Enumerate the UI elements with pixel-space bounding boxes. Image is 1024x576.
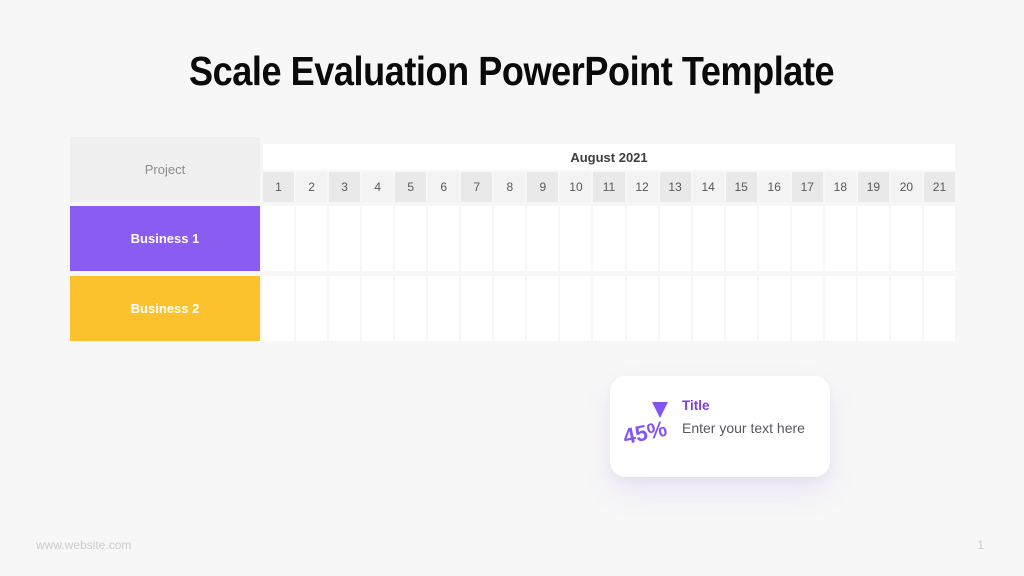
page-title-text: Scale Evaluation PowerPoint Template [189, 48, 835, 94]
gantt-cell [626, 276, 658, 341]
day-header-cell: 18 [824, 172, 856, 202]
row-label[interactable]: Business 2 [70, 276, 260, 341]
gantt-cell [692, 206, 724, 271]
website-link[interactable]: www.website.com [36, 538, 132, 552]
gantt-cell [329, 206, 361, 271]
day-header-cell: 2 [296, 172, 328, 202]
gantt-cell [494, 276, 526, 341]
page-title: Scale Evaluation PowerPoint Template [0, 48, 1024, 95]
day-header-cell: 1 [263, 172, 295, 202]
gantt-header-row: Project August 2021 1 2 3 4 5 6 7 8 9 10 11 12 13 14 1… [70, 137, 955, 202]
row-cells [263, 276, 955, 341]
gantt-cell [527, 276, 559, 341]
gantt-cell [890, 276, 922, 341]
gantt-cell [395, 206, 427, 271]
day-header-cell: 4 [362, 172, 394, 202]
card-description-placeholder[interactable]: Enter your text here [682, 420, 805, 436]
gantt-cell [395, 276, 427, 341]
table-row: Business 2 [70, 276, 955, 341]
gantt-cell [923, 206, 955, 271]
gantt-cell [824, 206, 856, 271]
gantt-cell [560, 276, 592, 341]
percentage-label: 45% [620, 415, 670, 450]
day-header-cell: 8 [494, 172, 526, 202]
day-header-cell: 19 [857, 172, 889, 202]
gantt-cell [428, 206, 460, 271]
day-header-cell: 13 [659, 172, 691, 202]
day-header-cell: 20 [890, 172, 922, 202]
days-header-row: 1 2 3 4 5 6 7 8 9 10 11 12 13 14 15 16 17 18 19 20 21 [263, 172, 955, 202]
gantt-body: Business 1 Business 2 [70, 206, 955, 341]
row-label[interactable]: Business 1 [70, 206, 260, 271]
info-card[interactable]: 45% Title Enter your text here [610, 376, 830, 477]
gantt-cell [659, 206, 691, 271]
gantt-cell [626, 206, 658, 271]
gantt-cell [263, 276, 295, 341]
day-header-cell: 11 [593, 172, 625, 202]
gantt-cell [362, 276, 394, 341]
project-column-header: Project [70, 137, 260, 202]
day-header-cell: 16 [758, 172, 790, 202]
gantt-cell [857, 276, 889, 341]
day-header-cell: 9 [527, 172, 559, 202]
day-header-cell: 14 [692, 172, 724, 202]
gantt-cell [923, 276, 955, 341]
gantt-cell [296, 276, 328, 341]
gantt-cell [758, 276, 790, 341]
table-row: Business 1 [70, 206, 955, 271]
gantt-cell [758, 206, 790, 271]
timeline-header: August 2021 1 2 3 4 5 6 7 8 9 10 11 12 13 14 15 16 17 18 1… [263, 137, 955, 202]
gantt-cell [692, 276, 724, 341]
row-cells [263, 206, 955, 271]
gantt-cell [659, 276, 691, 341]
day-header-cell: 17 [791, 172, 823, 202]
gantt-cell [296, 206, 328, 271]
gantt-cell [791, 206, 823, 271]
day-header-cell: 21 [923, 172, 955, 202]
gantt-cell [329, 276, 361, 341]
gantt-cell [560, 206, 592, 271]
gantt-cell [527, 206, 559, 271]
triangle-down-icon [652, 402, 668, 418]
gantt-cell [461, 206, 493, 271]
gantt-cell [890, 206, 922, 271]
gantt-cell [593, 276, 625, 341]
card-title[interactable]: Title [682, 398, 710, 413]
gantt-cell [857, 206, 889, 271]
day-header-cell: 10 [560, 172, 592, 202]
gantt-cell [725, 206, 757, 271]
page-number: 1 [977, 538, 984, 552]
day-header-cell: 7 [461, 172, 493, 202]
day-header-cell: 15 [725, 172, 757, 202]
gantt-cell [824, 276, 856, 341]
gantt-cell [362, 206, 394, 271]
day-header-cell: 12 [626, 172, 658, 202]
gantt-cell [428, 276, 460, 341]
gantt-cell [494, 206, 526, 271]
gantt-cell [263, 206, 295, 271]
month-header: August 2021 [263, 144, 955, 170]
day-header-cell: 5 [395, 172, 427, 202]
gantt-cell [725, 276, 757, 341]
gantt-cell [461, 276, 493, 341]
gantt-cell [593, 206, 625, 271]
gantt-table: Project August 2021 1 2 3 4 5 6 7 8 9 10 11 12 13 14 1… [70, 137, 955, 341]
day-header-cell: 6 [428, 172, 460, 202]
gantt-cell [791, 276, 823, 341]
day-header-cell: 3 [329, 172, 361, 202]
